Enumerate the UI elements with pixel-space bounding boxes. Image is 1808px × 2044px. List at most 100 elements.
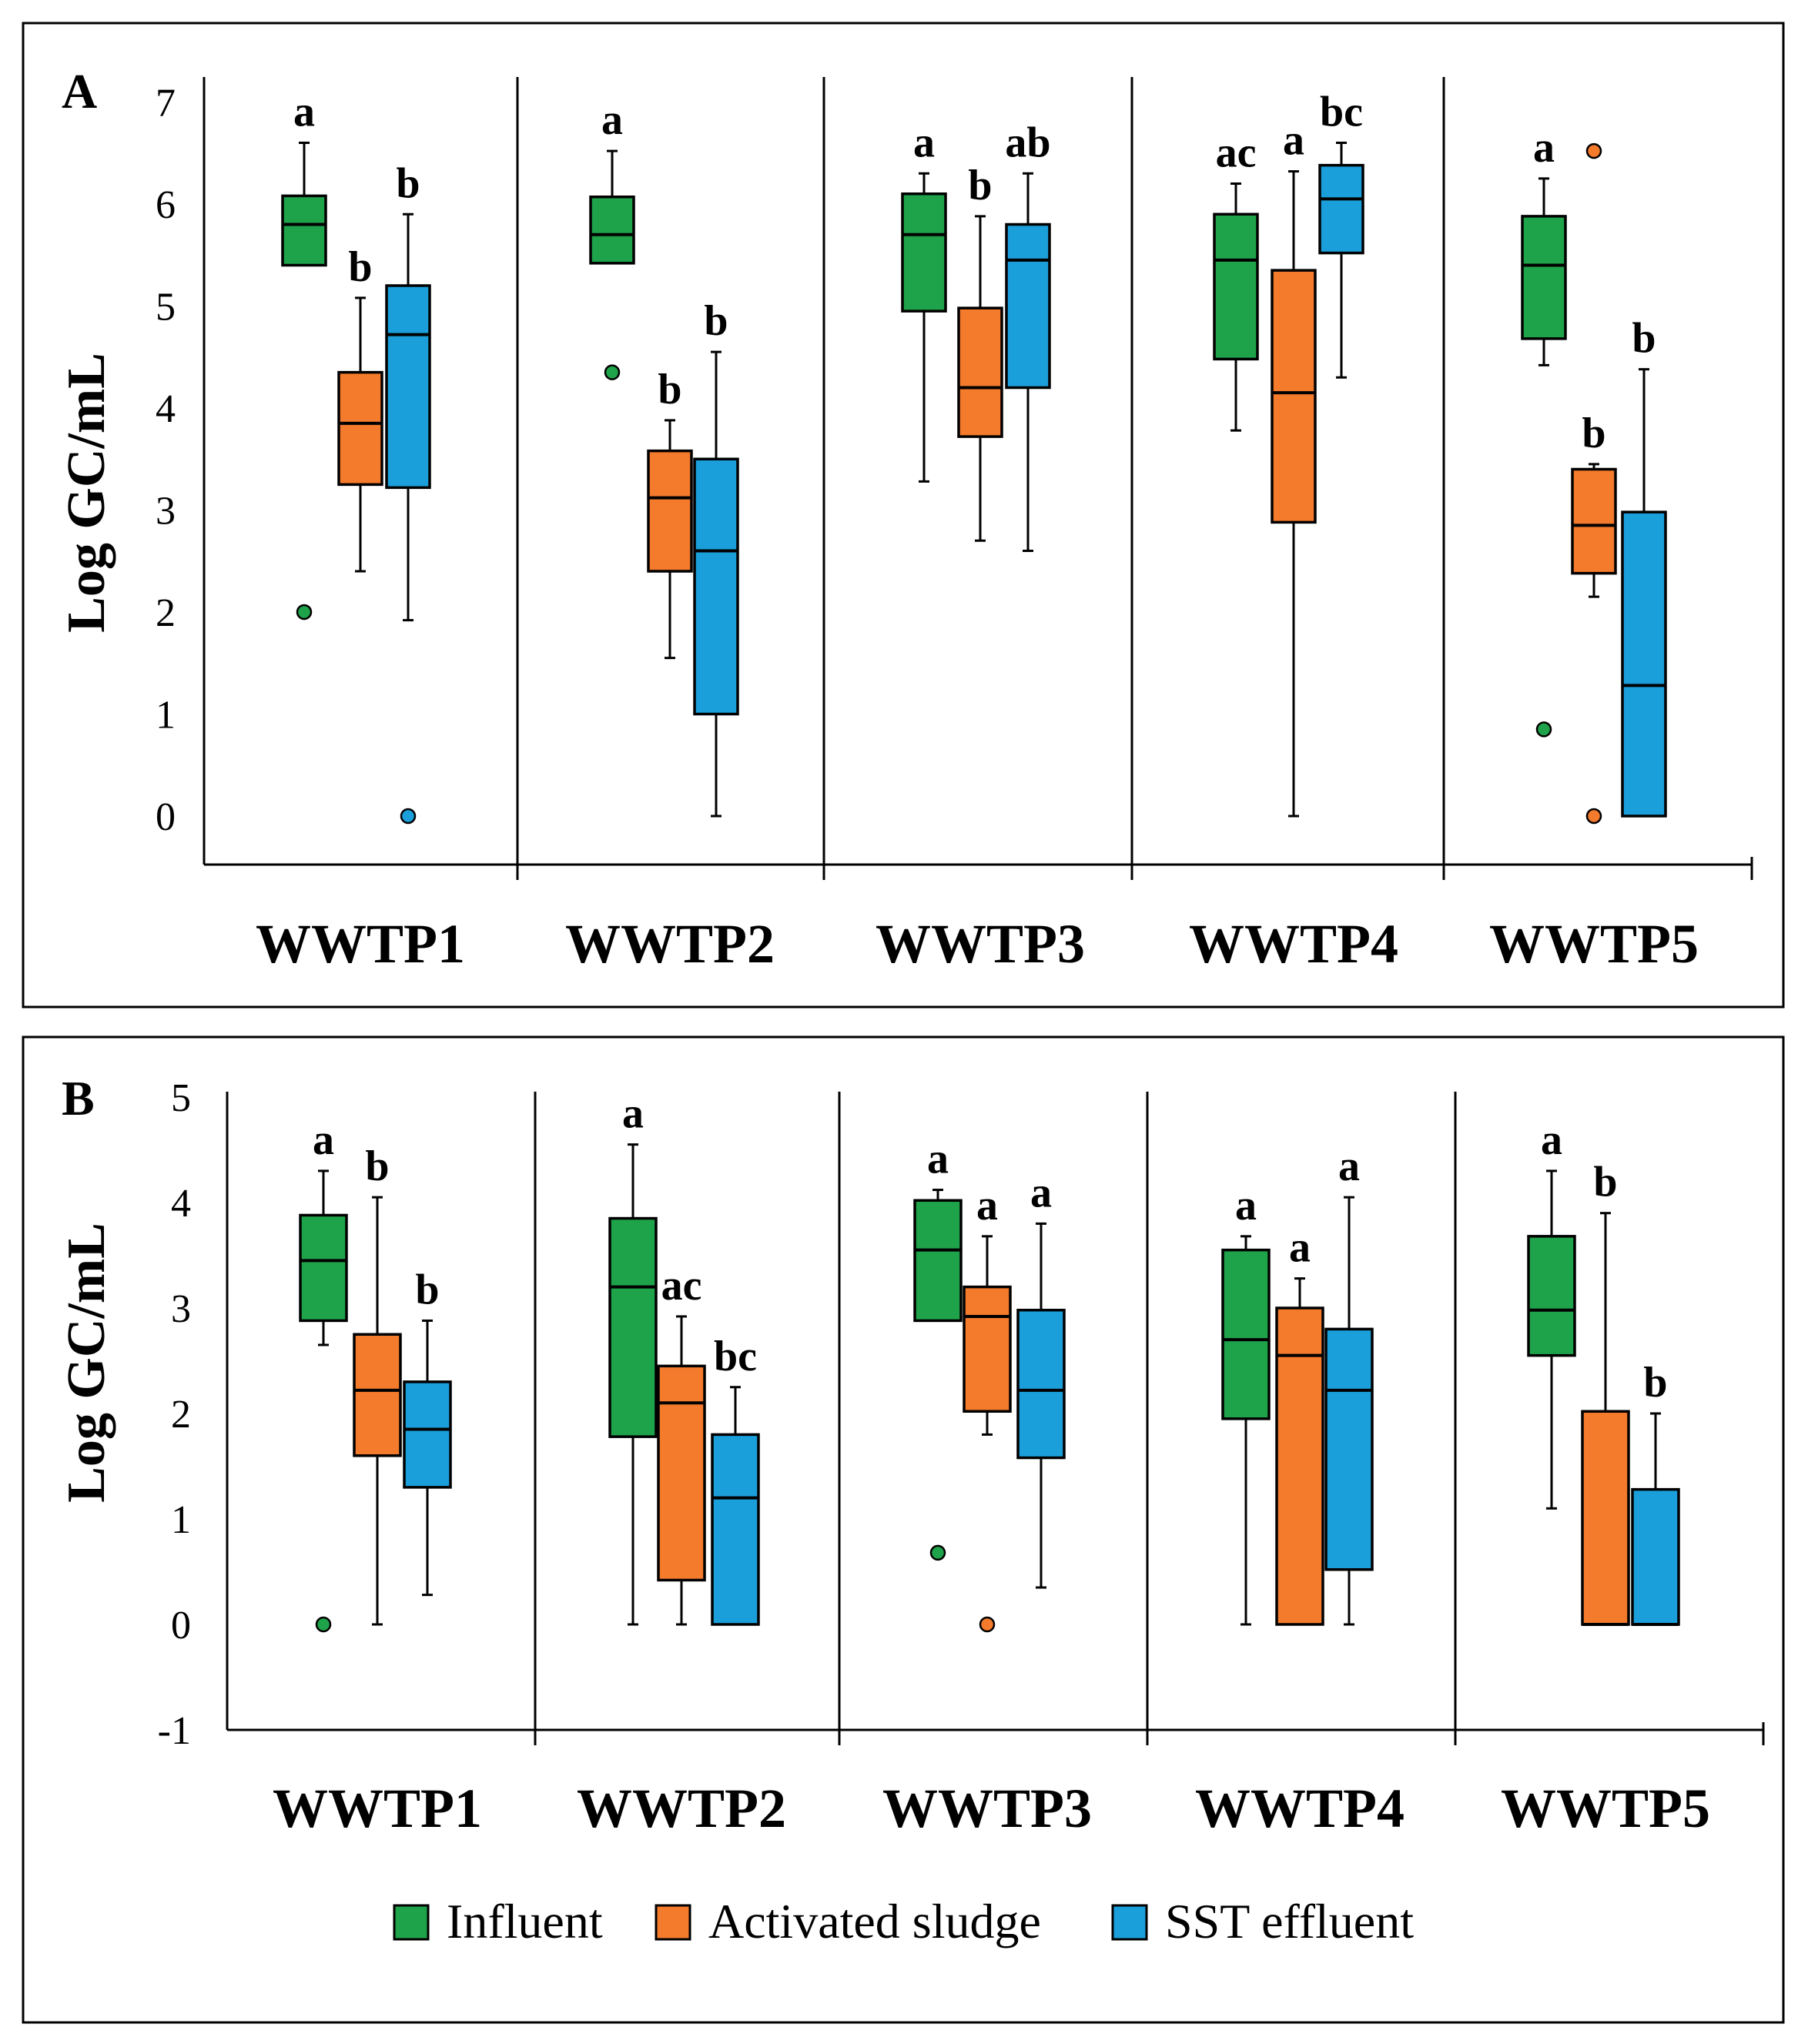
box-iqr	[1213, 212, 1259, 361]
panel-b-letter: B	[62, 1071, 95, 1126]
significance-label: a	[1533, 124, 1555, 172]
significance-label: b	[1632, 315, 1656, 363]
panel-b-ytick-label: 5	[171, 1076, 191, 1120]
panel-b-ytick-label: 0	[171, 1604, 191, 1648]
legend-label-influent: Influent	[447, 1894, 603, 1949]
panel-a-box-influent-4: ac	[1213, 129, 1259, 432]
box-iqr	[963, 1285, 1012, 1413]
significance-label: ac	[1216, 129, 1257, 177]
box-iqr	[1571, 467, 1617, 575]
box-iqr	[1005, 222, 1051, 390]
panel-a-category-label: WWTP3	[876, 913, 1085, 975]
panel-a-box-sst_effluent-2: b	[693, 297, 739, 818]
significance-label: b	[704, 297, 728, 345]
box-iqr	[913, 1199, 963, 1323]
legend-label-activated-sludge: Activated sludge	[708, 1894, 1041, 1949]
outlier-point	[1585, 142, 1602, 159]
panel-a-box-influent-3: a	[901, 119, 947, 483]
significance-label: b	[968, 162, 992, 209]
box-iqr	[385, 284, 431, 490]
panel-b-box-sst_effluent-4: a	[1324, 1142, 1374, 1626]
box-iqr	[281, 194, 327, 267]
panel-b-box-activated_sludge-5: b	[1581, 1159, 1630, 1626]
panel-b-ytick-label: 1	[171, 1498, 191, 1542]
panel-b-box-influent-3: a	[913, 1136, 963, 1561]
box-iqr	[299, 1213, 348, 1323]
box-iqr	[1221, 1248, 1271, 1420]
significance-label: ab	[1005, 119, 1050, 166]
box-iqr	[693, 457, 739, 716]
panel-b-box-activated_sludge-3: a	[963, 1182, 1012, 1633]
significance-label: b	[415, 1266, 439, 1313]
panel-a-ytick-label: 0	[156, 795, 176, 839]
significance-label: b	[1582, 410, 1605, 457]
panel-a-ytick-label: 2	[156, 591, 176, 635]
significance-label: a	[1541, 1116, 1562, 1164]
panel-a-box-sst_effluent-1: b	[385, 159, 431, 825]
box-iqr	[1581, 1410, 1630, 1626]
significance-label: a	[313, 1116, 334, 1164]
significance-label: bc	[1320, 89, 1363, 136]
panel-b-box-activated_sludge-4: a	[1275, 1224, 1324, 1626]
outlier-point	[604, 364, 621, 380]
panel-b-box-influent-1: a	[299, 1116, 348, 1633]
significance-label: ac	[661, 1262, 702, 1310]
outlier-point	[1535, 721, 1552, 738]
panel-b-ytick-label: 4	[171, 1182, 191, 1226]
box-iqr	[1275, 1306, 1324, 1626]
box-iqr	[1527, 1235, 1576, 1357]
box-iqr	[403, 1380, 452, 1489]
outlier-point	[929, 1544, 946, 1561]
outlier-point	[400, 808, 417, 825]
significance-label: b	[1643, 1359, 1667, 1407]
panel-a-box-sst_effluent-3: ab	[1005, 119, 1051, 552]
box-iqr	[1324, 1327, 1374, 1571]
panel-a-ytick-label: 7	[156, 82, 176, 125]
panel-a-box-activated_sludge-3: b	[957, 162, 1003, 542]
panel-b-category-label: WWTP5	[1501, 1778, 1710, 1839]
significance-label: a	[1235, 1182, 1257, 1229]
panel-b-ytick-label: 3	[171, 1287, 191, 1331]
significance-label: a	[1338, 1142, 1360, 1190]
panel-b-box-activated_sludge-1: b	[353, 1142, 402, 1626]
significance-label: b	[348, 243, 372, 291]
box-iqr	[1318, 163, 1364, 255]
legend-label-sst-effluent: SST effluent	[1165, 1894, 1414, 1949]
box-iqr	[337, 370, 383, 487]
panel-a: A Log GC/mL 0 1 2 3 4 5 6 7 WWTP1 WWTP2 WWTP3 WWTP4…	[22, 22, 1785, 1009]
panel-b-category-label: WWTP3	[882, 1778, 1092, 1839]
box-iqr	[589, 195, 635, 265]
box-iqr	[1631, 1487, 1680, 1626]
significance-label: a	[1289, 1224, 1311, 1272]
panel-a-box-influent-2: a	[589, 96, 635, 380]
box-iqr	[1521, 215, 1567, 340]
legend-swatch-sst-effluent	[1111, 1904, 1148, 1941]
panel-a-category-label: WWTP2	[565, 913, 775, 975]
panel-a-box-influent-1: a	[281, 89, 327, 621]
panel-a-letter: A	[62, 64, 97, 119]
significance-label: a	[622, 1090, 644, 1138]
significance-label: b	[658, 366, 681, 413]
panel-b-category-label: WWTP1	[273, 1778, 482, 1839]
outlier-point	[1585, 808, 1602, 825]
panel-a-ytick-label: 5	[156, 286, 176, 330]
panel-a-category-label: WWTP4	[1189, 913, 1398, 975]
significance-label: a	[927, 1136, 949, 1183]
significance-label: bc	[714, 1333, 757, 1380]
box-iqr	[608, 1216, 658, 1438]
box-iqr	[901, 192, 947, 313]
panel-a-ytick-label: 6	[156, 183, 176, 227]
significance-label: a	[293, 89, 315, 136]
panel-a-box-sst_effluent-4: bc	[1318, 89, 1364, 379]
panel-b-box-influent-5: a	[1527, 1116, 1576, 1510]
significance-label: a	[913, 119, 935, 166]
legend-swatch-influent	[393, 1904, 430, 1941]
box-iqr	[647, 449, 693, 573]
significance-label: a	[601, 96, 623, 144]
significance-label: b	[365, 1142, 389, 1190]
panel-a-ytick-label: 3	[156, 490, 176, 534]
panel-b-ytick-label: -1	[158, 1709, 191, 1753]
box-iqr	[353, 1333, 402, 1457]
panel-b-box-sst_effluent-2: bc	[711, 1333, 760, 1626]
